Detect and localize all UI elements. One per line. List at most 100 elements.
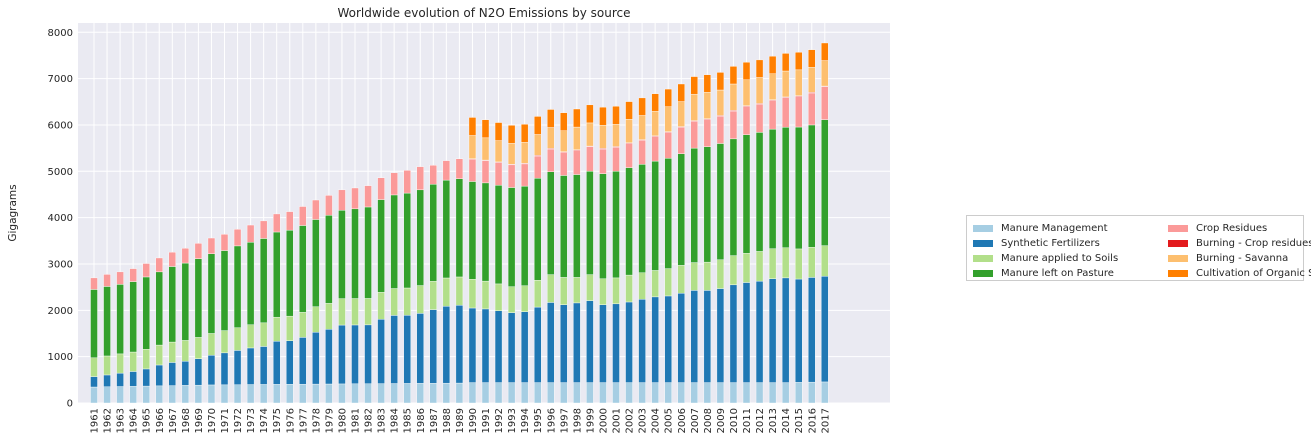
x-tick-label: 2000	[598, 408, 609, 433]
bar-segment	[129, 371, 137, 387]
bar-segment	[142, 263, 150, 278]
bar-segment	[325, 195, 333, 216]
bar-segment	[455, 305, 464, 384]
bars	[90, 42, 829, 404]
x-tick-label: 1983	[377, 408, 388, 433]
bar-segment	[599, 382, 607, 404]
bar-segment	[90, 277, 98, 290]
bar-segment	[742, 79, 751, 106]
bar-segment	[351, 298, 359, 326]
bar-segment	[808, 67, 816, 93]
bar-segment	[481, 160, 490, 184]
bar-segment	[638, 97, 646, 116]
bar-segment	[560, 112, 568, 131]
x-tick-label: 1980	[337, 408, 348, 433]
bar-segment	[768, 382, 777, 404]
x-tick-label: 2016	[807, 408, 818, 433]
bar-segment	[481, 382, 490, 404]
bar-segment	[703, 146, 712, 263]
bar-segment	[259, 220, 268, 239]
bar-segment	[194, 243, 203, 259]
x-tick-label: 1985	[403, 408, 414, 433]
bar-segment	[821, 119, 829, 246]
legend-swatch	[973, 254, 993, 262]
bar-segment	[821, 381, 829, 404]
bar-segment	[181, 262, 190, 341]
bar-segment	[781, 53, 790, 72]
bar-segment	[286, 384, 294, 404]
legend-swatch	[973, 224, 993, 232]
bar-segment	[560, 130, 568, 152]
bar-segment	[403, 315, 411, 384]
bar-segment	[547, 302, 555, 383]
bar-segment	[677, 265, 685, 294]
x-tick-label: 1971	[220, 408, 231, 433]
x-tick-label: 2015	[794, 408, 805, 433]
bar-segment	[429, 383, 437, 404]
bar-segment	[429, 165, 437, 185]
bar-segment	[299, 312, 307, 338]
bar-segment	[755, 280, 764, 383]
bar-segment	[416, 313, 424, 384]
bar-segment	[651, 93, 659, 112]
x-tick-label: 2012	[755, 408, 766, 433]
bar-segment	[481, 119, 490, 139]
bar-segment	[494, 140, 503, 163]
bar-segment	[651, 382, 659, 404]
bar-segment	[625, 167, 633, 276]
bar-segment	[573, 382, 581, 404]
y-tick-labels: 0 1000 2000 3000 4000 5000 6000 7000 8000	[48, 28, 73, 410]
bar-segment	[651, 270, 659, 298]
bar-segment	[116, 386, 124, 404]
x-tick-label: 2006	[677, 408, 688, 433]
bar-segment	[351, 187, 359, 210]
bar-segment	[181, 248, 190, 264]
bar-segment	[795, 126, 803, 250]
x-tick-label: 2002	[625, 408, 636, 433]
bar-segment	[612, 382, 620, 404]
bar-segment	[351, 383, 359, 404]
x-tick-label: 1988	[442, 408, 453, 433]
bar-segment	[781, 70, 790, 98]
bar-segment	[259, 384, 268, 404]
bar-segment	[625, 119, 633, 144]
bar-segment	[768, 100, 777, 130]
bar-segment	[599, 106, 607, 126]
bar-segment	[534, 155, 542, 179]
bar-segment	[690, 290, 698, 383]
bar-segment	[168, 362, 177, 386]
bar-segment	[129, 268, 137, 282]
bar-segment	[534, 134, 542, 156]
x-tick-label: 1986	[416, 408, 427, 433]
bar-segment	[781, 277, 790, 383]
bar-segment	[821, 42, 829, 61]
bar-segment	[742, 134, 751, 254]
bar-segment	[612, 124, 620, 147]
bar-segment	[625, 143, 633, 168]
bar-segment	[155, 271, 163, 346]
bar-segment	[155, 344, 163, 366]
x-tick-label: 1969	[194, 408, 205, 433]
bar-segment	[129, 351, 137, 372]
bar-segment	[638, 115, 646, 140]
bar-segment	[233, 245, 242, 328]
bar-segment	[625, 382, 633, 404]
bar-segment	[795, 248, 803, 280]
bar-segment	[547, 127, 555, 149]
bar-segment	[142, 349, 150, 370]
bar-segment	[90, 386, 98, 404]
bar-segment	[273, 316, 281, 342]
bar-segment	[259, 238, 268, 324]
bar-segment	[194, 384, 203, 404]
x-tick-label: 1974	[259, 408, 270, 433]
bar-segment	[547, 274, 555, 303]
bar-segment	[690, 93, 698, 121]
bar-segment	[338, 210, 346, 299]
bar-segment	[338, 324, 346, 385]
y-tick-label: 4000	[48, 213, 73, 224]
bar-segment	[534, 306, 542, 383]
bar-segment	[181, 361, 190, 386]
bar-segment	[338, 383, 346, 404]
bar-segment	[808, 277, 816, 383]
